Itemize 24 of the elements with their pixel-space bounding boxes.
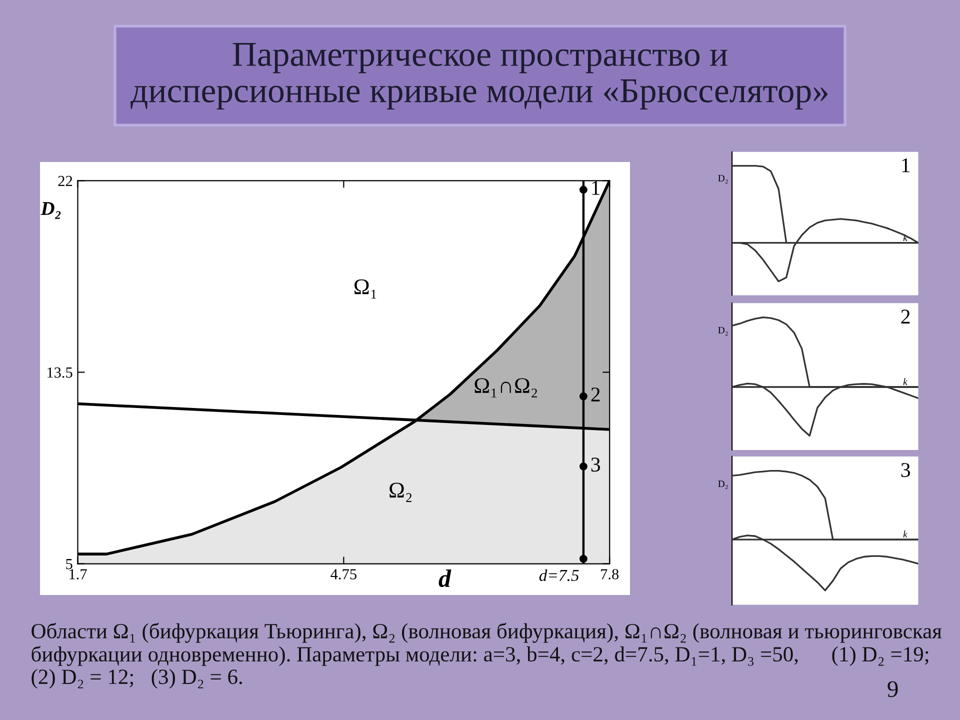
x-tick-label: 1.7 [70, 569, 87, 580]
chart-title: 2 [901, 310, 910, 324]
chart-title: 1 [902, 158, 910, 172]
x-tick-label: 7.8 [601, 569, 619, 580]
y-axis-title: D₂ [718, 326, 728, 336]
annotation: 3 [591, 458, 600, 472]
annotation: Ω₂ [390, 482, 412, 502]
y-tick-label: 13.5 [48, 367, 72, 378]
ref-line-label: d=7.5 [539, 569, 579, 582]
y-axis-title: D₂ [718, 480, 728, 490]
chart-title: Параметрическое пространство и дисперсионные кривые модели «Брюсселятор» [130, 43, 828, 110]
x-axis-title: d [438, 570, 452, 588]
y-tick-label: 5 [66, 559, 72, 570]
annotation: Ω₁∩Ω₂ [474, 378, 537, 398]
x-axis-title: k [903, 530, 908, 538]
annotation: 1 [592, 180, 600, 195]
y-tick-label: 22 [58, 176, 72, 186]
x-tick-label: 4.75 [330, 569, 356, 580]
chart-title: 3 [901, 463, 910, 478]
annotation: Ω₁ [354, 279, 376, 299]
y-axis-title: D₂ [40, 202, 61, 219]
annotation: 2 [591, 388, 600, 402]
y-axis-title: D₂ [718, 175, 728, 184]
x-axis-title: k [903, 378, 908, 385]
